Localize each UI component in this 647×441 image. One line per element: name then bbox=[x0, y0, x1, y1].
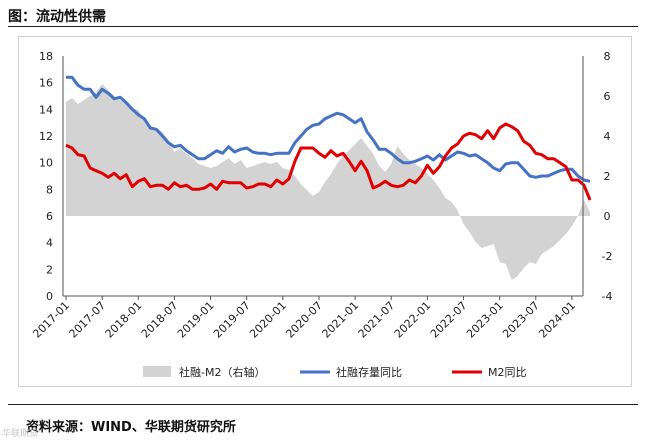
legend-tsf-stock-label: 社融存量同比 bbox=[336, 365, 402, 379]
right-tick-label: -4 bbox=[602, 290, 613, 303]
right-tick-label: 2 bbox=[604, 170, 611, 183]
page-title: 图：流动性供需 bbox=[8, 9, 106, 25]
source-divider bbox=[8, 404, 638, 405]
x-tick-label: 2022-07 bbox=[428, 299, 470, 341]
left-tick-label: 6 bbox=[46, 210, 53, 223]
watermark: 华联期货 bbox=[2, 429, 39, 439]
left-tick-label: 12 bbox=[39, 130, 53, 143]
source-note: 资料来源：WIND、华联期货研究所 bbox=[26, 420, 236, 435]
right-tick-label: 0 bbox=[604, 210, 611, 223]
legend-area-swatch bbox=[143, 366, 171, 377]
x-tick-label: 2018-01 bbox=[103, 299, 145, 341]
chart-frame bbox=[18, 36, 632, 387]
series-line-m2 bbox=[65, 122, 592, 201]
legend-m2-label: M2同比 bbox=[488, 366, 527, 379]
x-tick-label: 2017-07 bbox=[67, 299, 109, 341]
x-tick-label: 2020-07 bbox=[283, 299, 325, 341]
left-tick-label: 16 bbox=[39, 77, 53, 90]
x-tick-label: 2023-07 bbox=[500, 299, 542, 341]
left-tick-label: 8 bbox=[46, 183, 53, 196]
legend-area-label: 社融-M2（右轴） bbox=[179, 365, 265, 379]
x-tick-label: 2022-01 bbox=[392, 299, 434, 341]
x-tick-label: 2019-07 bbox=[211, 299, 253, 341]
x-tick-label: 2023-01 bbox=[464, 299, 506, 341]
right-tick-label: -2 bbox=[602, 250, 613, 263]
right-tick-label: 4 bbox=[604, 130, 611, 143]
x-tick-label: 2017-01 bbox=[30, 299, 72, 341]
x-tick-label: 2019-01 bbox=[175, 299, 217, 341]
left-tick-label: 18 bbox=[39, 50, 53, 63]
x-tick-label: 2021-01 bbox=[320, 299, 362, 341]
series-area-tsf-minus-m2 bbox=[66, 84, 590, 280]
left-tick-label: 2 bbox=[46, 263, 53, 276]
x-tick-label: 2024-01 bbox=[536, 299, 578, 341]
left-tick-label: 4 bbox=[46, 237, 53, 250]
x-tick-label: 2018-07 bbox=[139, 299, 181, 341]
x-tick-label: 2021-07 bbox=[356, 299, 398, 341]
left-tick-label: 14 bbox=[39, 103, 53, 116]
right-tick-label: 6 bbox=[604, 90, 611, 103]
x-tick-label: 2020-01 bbox=[247, 299, 289, 341]
series-line-tsf-stock bbox=[66, 75, 591, 183]
left-tick-label: 0 bbox=[46, 290, 53, 303]
left-tick-label: 10 bbox=[39, 157, 53, 170]
title-divider bbox=[8, 26, 638, 27]
right-tick-label: 8 bbox=[604, 50, 611, 63]
